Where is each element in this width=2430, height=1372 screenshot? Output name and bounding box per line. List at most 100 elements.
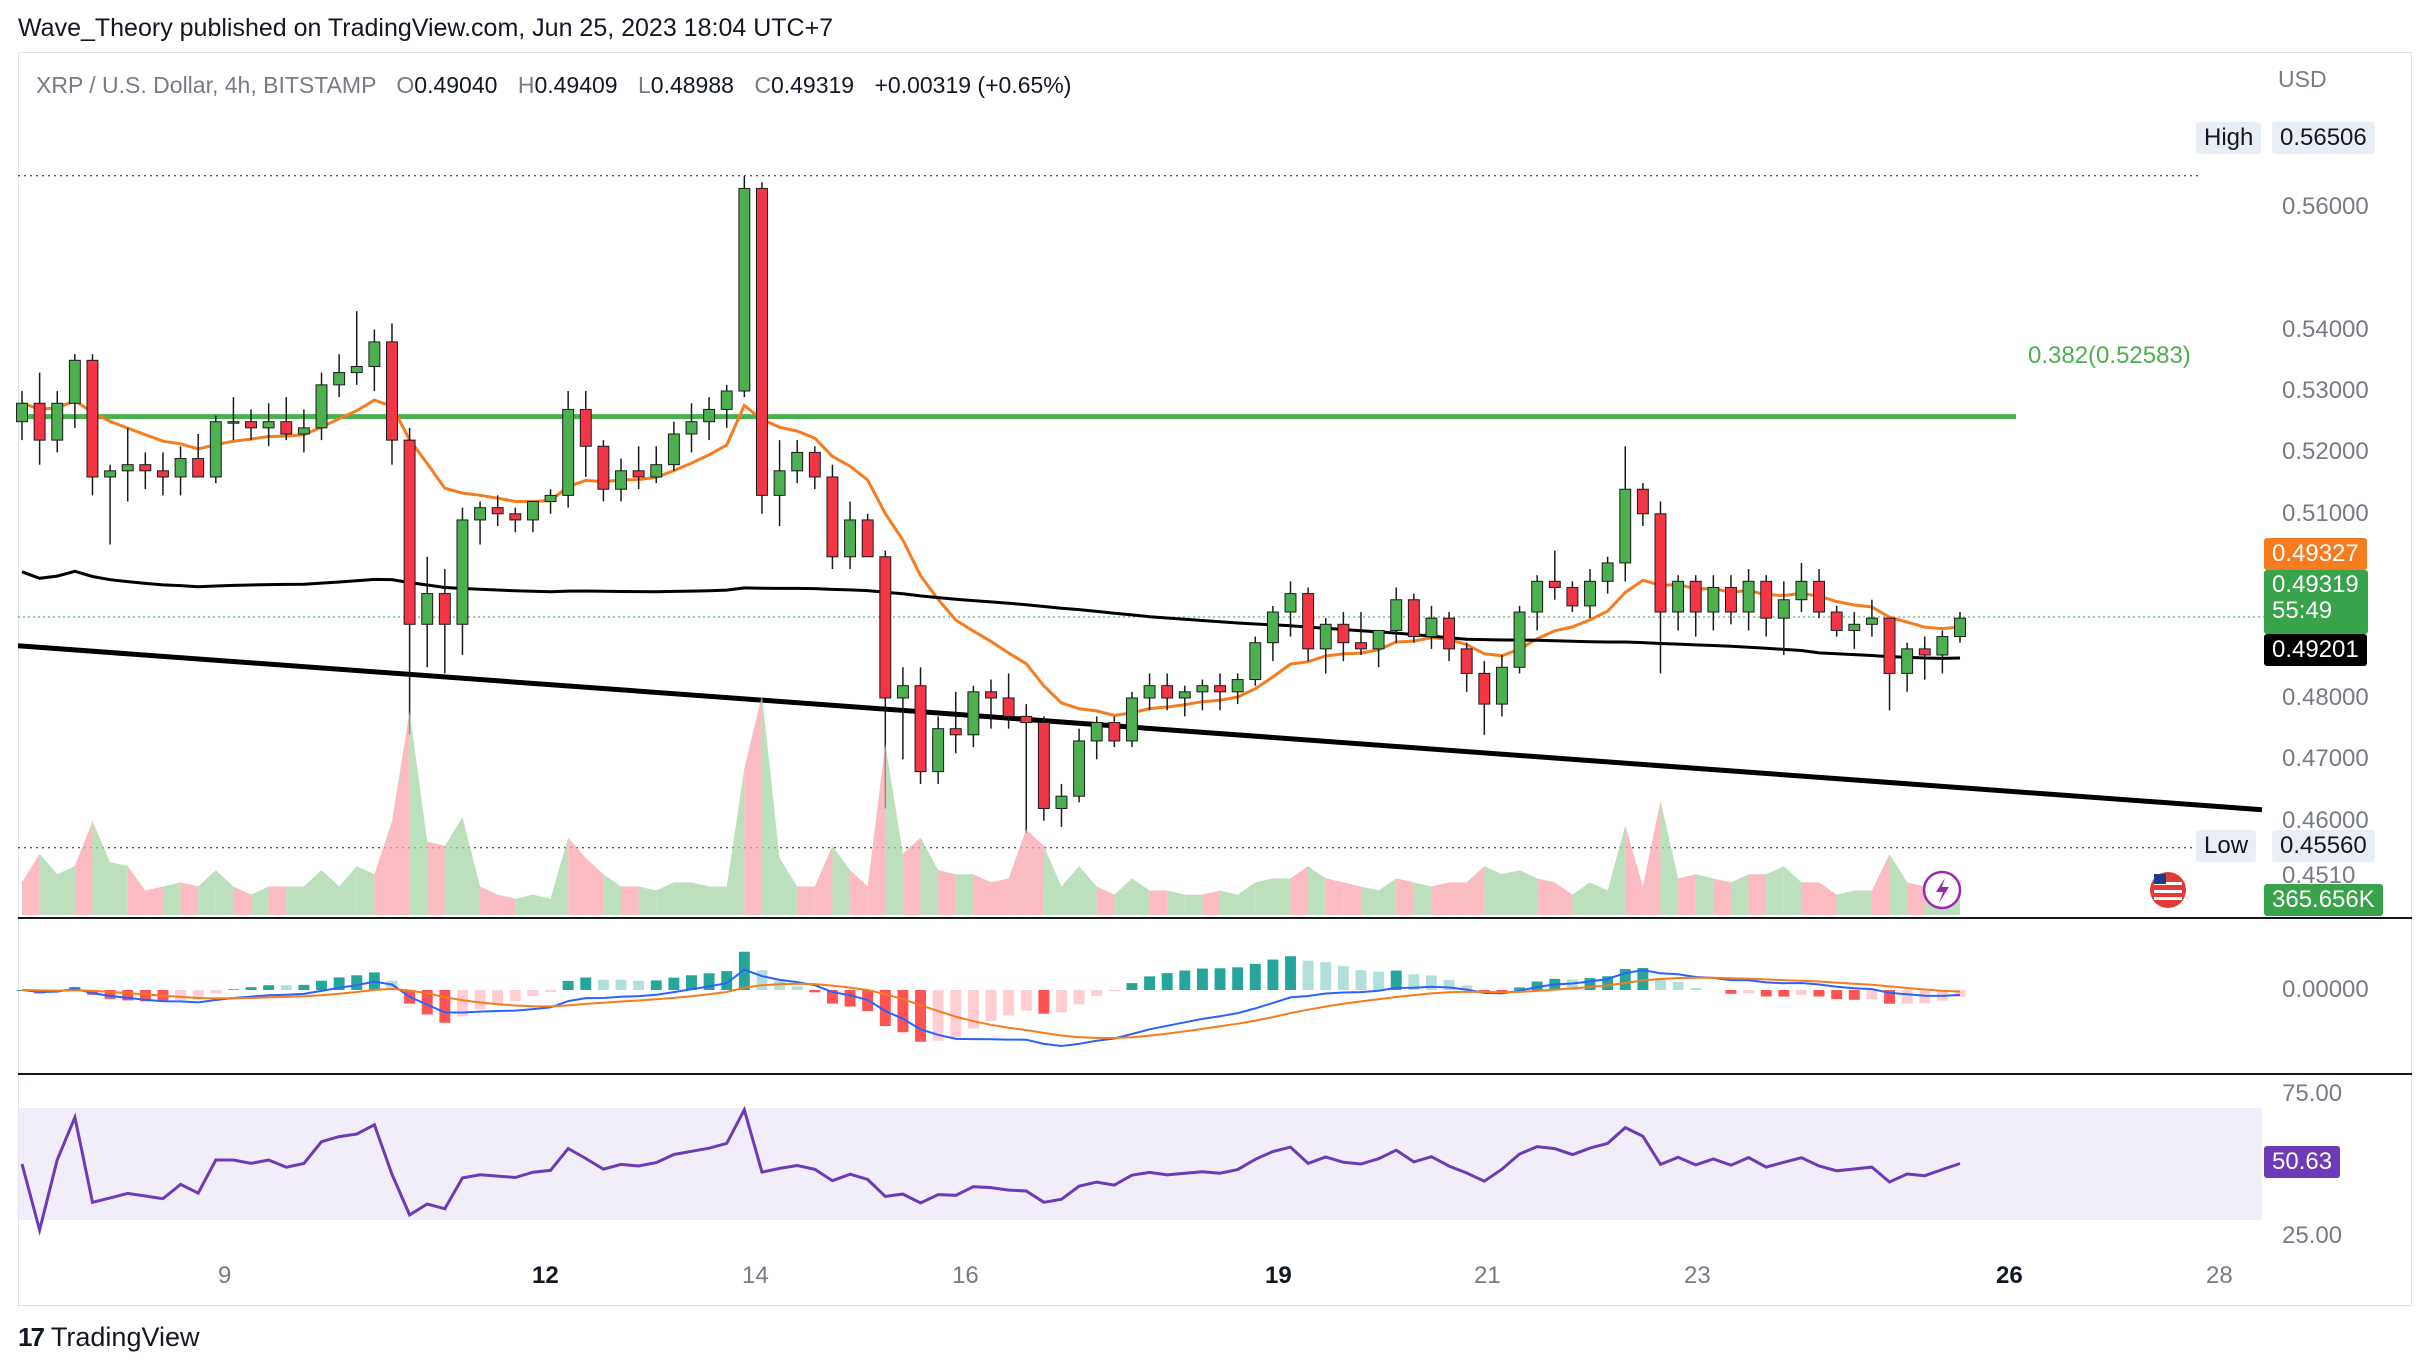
volume-area: [744, 695, 762, 915]
footer-brand[interactable]: 17 TradingView: [18, 1322, 200, 1353]
volume-area: [1360, 886, 1379, 915]
macd-histogram-bar: [439, 990, 451, 1023]
price-axis-label: 0.52000: [2282, 438, 2369, 466]
volume-area: [1061, 866, 1080, 915]
macd-histogram-bar: [1003, 990, 1015, 1016]
volume-area: [1237, 882, 1256, 915]
macd-histogram-bar: [1655, 977, 1666, 990]
candle-body: [1742, 580, 1755, 613]
volume-area: [409, 711, 428, 915]
volume-area: [1449, 882, 1467, 915]
candle-body: [1531, 580, 1544, 613]
macd-histogram-bar: [1566, 979, 1578, 990]
macd-histogram-bar: [756, 970, 768, 990]
candle-body: [1513, 611, 1526, 668]
high-tag-value: 0.56506: [2272, 122, 2375, 154]
volume-area: [180, 882, 199, 915]
volume-area: [1272, 878, 1291, 915]
volume-area: [1590, 882, 1608, 915]
volume-area: [1079, 866, 1097, 915]
candle-body: [1143, 685, 1156, 699]
high-value: 0.49409: [534, 72, 618, 98]
volume-area: [1202, 890, 1221, 915]
volume-area: [1396, 878, 1414, 915]
macd-histogram-bar: [915, 990, 926, 1042]
candle-body: [456, 519, 469, 625]
candle-body: [1901, 648, 1914, 674]
macd-histogram-bar: [210, 990, 222, 994]
volume-area: [1625, 825, 1643, 915]
candle-body: [562, 408, 575, 496]
candle-body: [1725, 586, 1737, 613]
macd-histogram-bar: [1091, 990, 1103, 996]
macd-histogram-bar: [1267, 959, 1279, 990]
candle-body: [632, 470, 645, 478]
volume-area: [515, 894, 533, 915]
candle-body: [756, 187, 768, 496]
macd-histogram-bar: [1144, 976, 1156, 990]
candle-body: [650, 464, 663, 478]
low-tag-value: 0.45560: [2272, 830, 2375, 862]
macd-histogram-bar: [897, 990, 909, 1033]
candle-body: [1337, 623, 1350, 644]
macd-histogram-bar: [1337, 966, 1349, 990]
volume-area: [850, 870, 868, 915]
macd-histogram-bar: [492, 990, 504, 1005]
macd-histogram-bar: [668, 977, 680, 990]
candle-body: [773, 470, 786, 496]
candle-body: [1284, 593, 1297, 613]
candle-body: [1037, 722, 1050, 809]
volume-area: [761, 695, 780, 915]
volume-area: [1096, 886, 1115, 915]
candle-body: [1231, 679, 1244, 693]
volume-area: [1660, 800, 1679, 915]
volume-area: [673, 882, 692, 915]
volume-area: [1466, 866, 1485, 915]
volume-area: [1572, 882, 1591, 915]
candle-body: [985, 691, 997, 699]
volume-area: [1854, 890, 1872, 915]
candle-body: [297, 427, 310, 435]
macd-histogram-bar: [192, 990, 204, 1000]
low-value: 0.48988: [650, 72, 734, 98]
fib-level-label: 0.382(0.52583): [2028, 342, 2191, 369]
candle-body: [474, 507, 487, 521]
macd-histogram-bar: [1390, 970, 1402, 990]
currency-label[interactable]: USD: [2278, 66, 2327, 92]
macd-histogram-bar: [1073, 990, 1085, 1005]
rsi-75-label: 75.00: [2282, 1080, 2343, 1107]
volume-area: [1290, 866, 1309, 915]
volume-area: [1748, 874, 1767, 915]
candle-body: [1865, 617, 1878, 625]
candle-body: [615, 470, 627, 490]
candle-body: [1495, 666, 1508, 705]
candle-body: [861, 519, 874, 558]
candle-body: [1425, 617, 1438, 638]
candle-body: [51, 402, 64, 441]
candle-body: [121, 464, 134, 472]
signal-line: [21, 976, 1961, 1040]
us-flag-stripe: [2154, 882, 2182, 885]
price-axis-label: 0.54000: [2282, 315, 2369, 343]
macd-histogram-bar: [280, 985, 292, 990]
macd-histogram-bar: [844, 990, 856, 1007]
price-axis-label: 0.46000: [2282, 806, 2369, 834]
macd-histogram-bar: [104, 990, 116, 999]
volume-area: [973, 874, 991, 915]
volume-area: [638, 886, 657, 915]
volume-area: [57, 866, 75, 915]
date-axis-label: 28: [2206, 1262, 2233, 1289]
macd-histogram-bar: [1056, 990, 1067, 1013]
candle-body: [914, 685, 927, 773]
publisher-line: Wave_Theory published on TradingView.com…: [18, 14, 834, 42]
lightning-icon-glyph: [1936, 878, 1949, 903]
volume-area: [1695, 874, 1714, 915]
ma200-price-tag: 0.49201: [2264, 634, 2367, 666]
chart-frame[interactable]: [18, 52, 2412, 1306]
volume-area: [1255, 878, 1273, 915]
us-flag-stripe: [2154, 890, 2182, 893]
volume-area: [1801, 882, 1820, 915]
candle-body: [1654, 513, 1667, 613]
date-axis-label: 12: [532, 1262, 559, 1289]
